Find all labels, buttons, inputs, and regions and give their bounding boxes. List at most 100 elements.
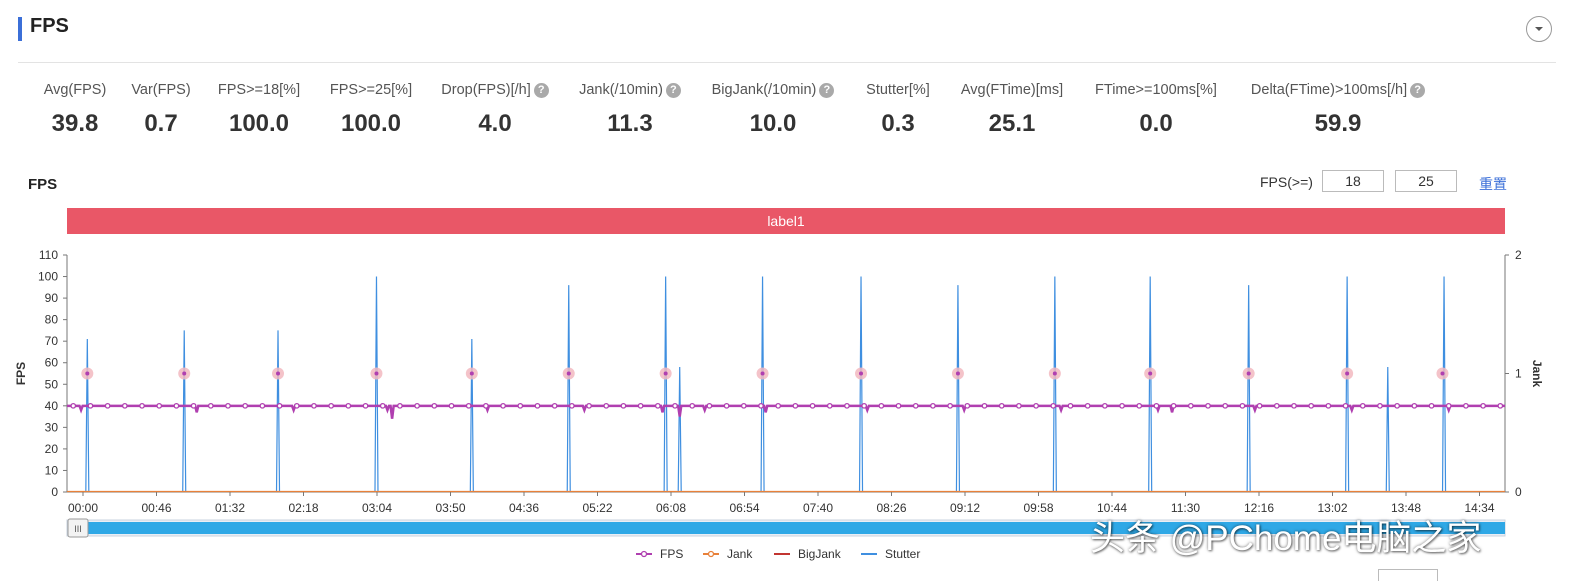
x-tick-label: 03:50 (435, 501, 465, 515)
fps-point (1136, 402, 1143, 409)
metric-label-text: FPS>=18[%] (217, 82, 301, 98)
fps-point (603, 402, 610, 409)
collapse-button[interactable] (1526, 16, 1552, 42)
fps-point (190, 402, 197, 409)
fps-point (1325, 402, 1332, 409)
metric-label: Drop(FPS)[/h]? (395, 82, 595, 98)
fps-point (1497, 402, 1504, 409)
x-tick-label: 06:08 (656, 501, 686, 515)
reset-button[interactable]: 重置 (1479, 176, 1507, 192)
fps-point (70, 402, 77, 409)
jank-marker (566, 371, 571, 376)
fps-threshold-high-input[interactable] (1395, 170, 1457, 192)
stutter-spike (1246, 285, 1251, 493)
fps-point (1222, 402, 1229, 409)
fps-point (1170, 402, 1177, 409)
fps-point (723, 402, 730, 409)
fps-point (1239, 402, 1246, 409)
y-tick-label: 80 (45, 313, 59, 327)
metric-value: 0.0 (1139, 110, 1173, 137)
y2-tick-label: 0 (1515, 485, 1522, 499)
metric-value: 0.3 (881, 110, 915, 137)
fps-point (1084, 402, 1091, 409)
y-tick-label: 70 (45, 334, 59, 348)
y-tick-label: 110 (39, 248, 58, 262)
fps-threshold-low-input[interactable] (1322, 170, 1384, 192)
help-icon[interactable]: ? (819, 82, 835, 98)
jank-marker (374, 371, 379, 376)
help-icon[interactable]: ? (533, 82, 549, 98)
fps-point (1308, 402, 1315, 409)
legend-item-bigjank[interactable]: BigJank (798, 547, 842, 561)
fps-point (500, 402, 506, 409)
fps-point (930, 402, 936, 409)
fps-point (534, 402, 541, 409)
y2-axis-title: Jank (1530, 360, 1544, 388)
metric-label: Delta(FTime)>100ms[/h]? (1238, 82, 1438, 98)
metric-value: 11.3 (607, 110, 653, 137)
x-tick-label: 08:26 (876, 501, 906, 515)
fps-point (637, 402, 644, 409)
fps-point (311, 402, 317, 409)
metric-value: 25.1 (988, 110, 1036, 137)
y-axis-title: FPS (14, 362, 28, 385)
x-tick-label: 13:48 (1391, 501, 1421, 515)
metric-label-text: Avg(FTime)[ms] (960, 82, 1064, 98)
zoom-slider-handle[interactable] (67, 518, 89, 538)
fps-point (1394, 402, 1401, 409)
stutter-spike (1385, 367, 1390, 493)
jank-marker (1440, 371, 1445, 376)
fps-point (689, 402, 696, 409)
y-tick-label: 30 (45, 420, 59, 434)
legend-item-jank[interactable]: Jank (727, 547, 753, 561)
legend-item-fps[interactable]: FPS (660, 547, 683, 561)
fps-point (1291, 402, 1297, 409)
fps-point (1273, 402, 1280, 409)
fps-point (964, 402, 971, 409)
fps-point (242, 402, 249, 409)
stutter-spike (85, 339, 90, 493)
jank-marker (1052, 371, 1057, 376)
metric-value: 59.9 (1314, 110, 1362, 137)
metric-label-text: Delta(FTime)>100ms[/h] (1250, 82, 1408, 98)
corner-box (1378, 569, 1438, 581)
metric-label-text: FTime>=100ms[%] (1095, 82, 1217, 98)
fps-point (861, 402, 868, 409)
x-tick-label: 11:30 (1171, 501, 1200, 515)
jank-marker (760, 371, 765, 376)
legend-item-stutter[interactable]: Stutter (885, 547, 920, 561)
fps-point (448, 402, 455, 409)
metric-1: Var(FPS) 0.7 (61, 82, 261, 138)
section-title: FPS (30, 15, 69, 37)
jank-marker (182, 371, 187, 376)
x-tick-label: 02:18 (288, 501, 318, 515)
metric-label: Jank(/10min)? (530, 82, 730, 98)
fps-point (1411, 402, 1418, 409)
x-tick-label: 04:36 (509, 501, 539, 515)
metric-value: 10.0 (749, 110, 797, 137)
fps-point (1480, 402, 1486, 409)
fps-point (878, 402, 885, 409)
fps-point (981, 402, 988, 409)
y-tick-label: 10 (45, 463, 59, 477)
fps-point (139, 402, 145, 409)
fps-point (156, 402, 163, 409)
fps-point (293, 402, 300, 409)
help-icon[interactable]: ? (665, 82, 681, 98)
stutter-spike (955, 285, 961, 493)
x-tick-label: 00:00 (68, 501, 98, 515)
fps-point (826, 402, 833, 409)
metric-value: 4.0 (478, 110, 512, 137)
fps-point (276, 402, 283, 409)
fps-point (844, 402, 850, 409)
fps-point (586, 402, 592, 409)
fps-chart: 0 10 20 30 40 50 60 70 80 90 100 110 0 1 2 FPS Jank 00:00… (14, 248, 1544, 561)
metric-4: Drop(FPS)[/h]? 4.0 (395, 82, 595, 138)
metric-value: 100.0 (340, 110, 402, 137)
help-icon[interactable]: ? (1410, 82, 1426, 98)
stutter-spike (566, 285, 571, 493)
stutter-spike (858, 276, 864, 493)
y2-tick-label: 1 (1515, 367, 1522, 381)
jank-marker (1148, 371, 1153, 376)
fps-point (1445, 402, 1452, 409)
